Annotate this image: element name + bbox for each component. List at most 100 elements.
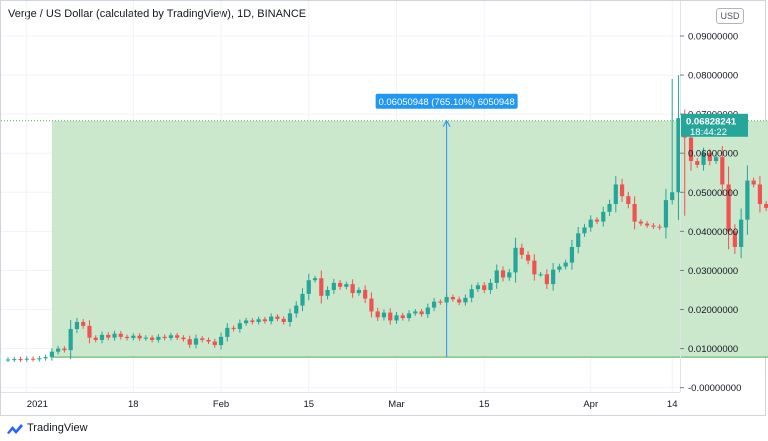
candle <box>43 354 48 361</box>
candle <box>375 307 380 321</box>
candle-body <box>507 272 512 278</box>
candle <box>619 178 625 202</box>
candle <box>168 332 174 341</box>
price-axis-label: -0.00000000 <box>688 383 741 394</box>
candle-body <box>200 338 205 340</box>
candle-body <box>175 335 180 338</box>
candle <box>394 312 399 324</box>
candle-body <box>751 180 756 185</box>
measure-arrow-head <box>442 119 451 128</box>
candle-body <box>670 192 675 201</box>
candle <box>369 292 374 318</box>
candle-body <box>56 348 61 352</box>
candle <box>676 75 681 220</box>
candle <box>162 334 167 341</box>
candle-body <box>231 327 236 330</box>
candle <box>231 325 236 332</box>
candle-body <box>124 336 130 339</box>
price-chart[interactable]: 0.06050948 (765.10%) 6050948 0.09000000 0.… <box>0 0 768 418</box>
candle <box>764 201 768 211</box>
candle-body <box>168 335 174 339</box>
candle <box>62 346 67 353</box>
candle-body <box>375 311 380 318</box>
candle <box>137 333 142 341</box>
candle-body <box>500 270 506 278</box>
candle-body <box>764 204 768 208</box>
candle-body <box>551 269 556 285</box>
candle <box>707 148 712 166</box>
candle-body <box>400 315 405 319</box>
candle-body <box>212 341 217 346</box>
candle-body <box>256 319 261 322</box>
brand-label[interactable]: TradingView <box>27 422 88 434</box>
candle <box>150 335 155 343</box>
candle <box>406 310 412 322</box>
candle-body <box>457 299 462 303</box>
candle <box>438 299 443 305</box>
candle-body <box>619 184 625 197</box>
price-axis-label: 0.05000000 <box>688 188 738 199</box>
candle <box>200 336 205 343</box>
candle <box>569 239 575 270</box>
candle-body <box>538 274 543 276</box>
candle <box>30 356 36 362</box>
candle-body <box>563 262 568 267</box>
candle-body <box>651 225 656 227</box>
candle <box>701 147 706 171</box>
candle-body <box>30 358 36 360</box>
currency-button[interactable]: USD <box>716 8 744 24</box>
candle-body <box>225 327 230 337</box>
candle <box>651 223 656 230</box>
time-axis-label: Feb <box>213 399 229 410</box>
candle-body <box>143 337 148 339</box>
candle <box>212 338 217 348</box>
time-axis-label: 2021 <box>27 399 48 410</box>
last-price-label: 0.06828241 <box>686 116 737 127</box>
candle <box>143 335 148 341</box>
candle-body <box>381 312 387 318</box>
candle-body <box>607 204 612 212</box>
price-axis-label: 0.09000000 <box>688 32 738 43</box>
candle-body <box>12 359 17 361</box>
candle <box>507 269 512 281</box>
candle <box>388 308 393 325</box>
candle <box>262 316 268 324</box>
candle-body <box>319 278 324 296</box>
candle-body <box>695 161 700 165</box>
candle <box>626 191 631 209</box>
candle-body <box>482 285 487 290</box>
candle-body <box>494 270 499 283</box>
candle <box>594 217 600 224</box>
candle-body <box>613 184 618 205</box>
candle <box>419 308 424 317</box>
candle <box>24 356 29 362</box>
candle-body <box>118 333 123 337</box>
candle <box>325 286 330 300</box>
time-axis-label: 14 <box>667 399 678 410</box>
candle <box>237 319 242 333</box>
candle <box>269 313 274 325</box>
candle-body <box>425 307 430 315</box>
candle <box>281 316 286 325</box>
candle <box>488 278 493 294</box>
candle <box>538 271 543 277</box>
candle-body <box>287 313 293 322</box>
candle-body <box>275 316 280 319</box>
candle-body <box>331 282 336 290</box>
candle <box>225 323 230 342</box>
candle-body <box>739 219 744 247</box>
candle-body <box>720 157 725 185</box>
candle-body <box>626 196 631 205</box>
candle <box>118 331 123 340</box>
candle <box>131 333 136 341</box>
candle-body <box>713 157 719 162</box>
candle-body <box>181 337 186 340</box>
candle-body <box>106 334 111 338</box>
candle <box>331 278 336 294</box>
tradingview-logo-icon[interactable] <box>6 423 24 435</box>
candle <box>187 335 192 349</box>
candle <box>244 317 249 326</box>
candle <box>525 251 531 265</box>
candle-body <box>269 316 274 322</box>
candle <box>500 266 506 282</box>
